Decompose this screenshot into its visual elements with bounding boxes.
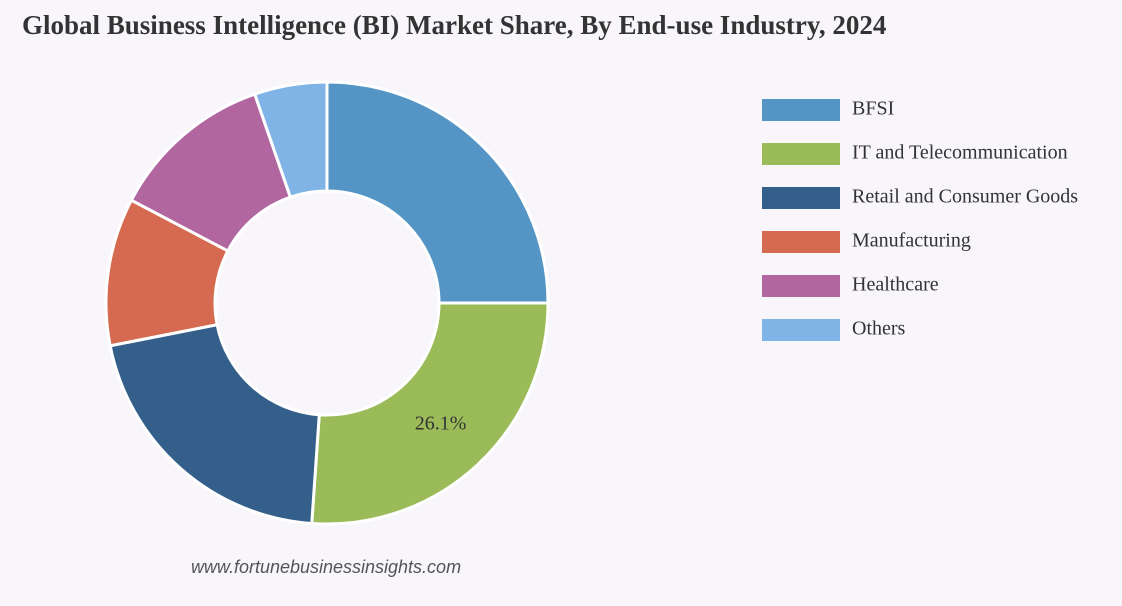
legend-label: Manufacturing xyxy=(852,230,971,252)
legend-swatch xyxy=(762,187,840,209)
chart-title: Global Business Intelligence (BI) Market… xyxy=(22,10,886,40)
legend-label: Others xyxy=(852,318,906,340)
legend-label: BFSI xyxy=(852,98,894,120)
donut-slice xyxy=(252,80,329,200)
legend-swatch xyxy=(762,143,840,165)
legend-label: Retail and Consumer Goods xyxy=(852,186,1078,208)
donut-slice xyxy=(108,322,321,526)
legend-label: IT and Telecommunication xyxy=(852,142,1068,164)
donut-slice xyxy=(325,80,550,305)
donut-slice xyxy=(310,301,550,526)
legend-swatch xyxy=(762,231,840,253)
legend-label: Healthcare xyxy=(852,274,939,296)
source: www.fortunebusinessinsights.com xyxy=(191,557,461,577)
legend-swatch xyxy=(762,319,840,341)
legend-swatch xyxy=(762,99,840,121)
data-label: 26.1% xyxy=(415,412,467,434)
legend-swatch xyxy=(762,275,840,297)
